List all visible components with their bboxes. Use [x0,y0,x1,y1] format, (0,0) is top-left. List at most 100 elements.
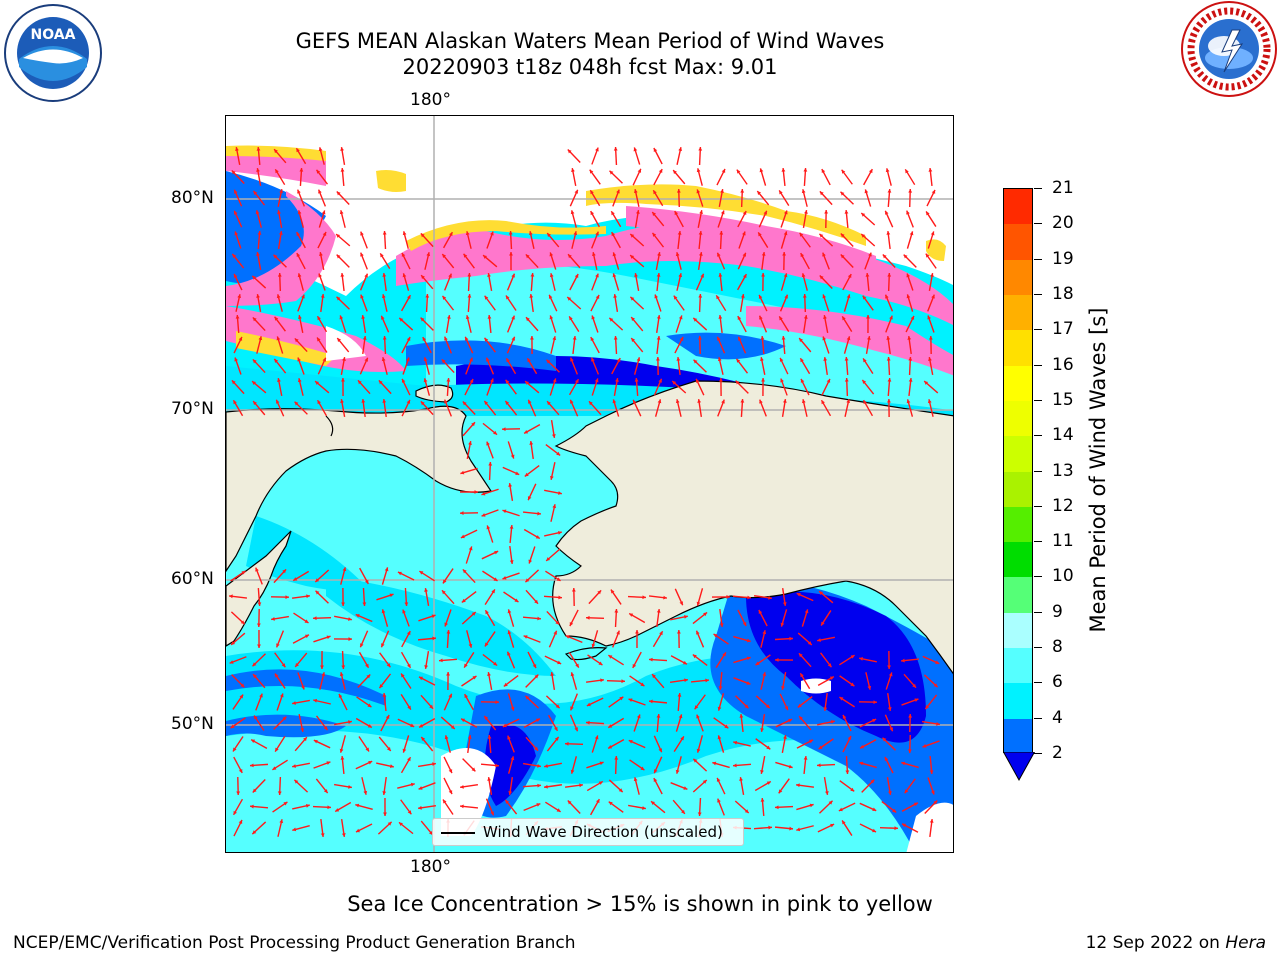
wave-direction-arrowhead [677,693,682,697]
wave-direction-arrowhead [315,578,320,583]
wave-direction-arrowhead [304,634,309,639]
wave-direction-arrowhead [486,525,491,530]
wave-direction-arrowhead [448,790,453,795]
wave-direction-arrowhead [336,191,341,196]
wave-direction-arrowhead [796,827,801,832]
wave-direction-arrowhead [468,546,473,551]
wave-direction-arrowhead [887,665,891,669]
wave-direction-arrowhead [399,317,404,322]
wave-direction-arrowhead [420,317,425,322]
wave-direction-arrowhead [652,232,657,237]
wave-direction-arrowhead [760,798,765,802]
wave-direction-arrowhead [555,620,560,625]
wave-direction-arrowhead [844,210,849,214]
colorbar-segment [1004,259,1032,295]
wave-direction-arrowhead [717,798,721,803]
wave-direction-arrowhead [755,661,760,666]
wave-direction-arrowhead [336,234,341,238]
colorbar-segment [1004,577,1032,613]
wave-direction-arrowhead [550,672,555,676]
wave-direction-arrowhead [544,764,548,768]
wave-direction-arrowhead [589,169,594,174]
wave-direction-arrowhead [525,381,530,385]
wave-direction-arrowhead [640,766,645,771]
wave-direction-arrowhead [446,315,451,319]
wave-direction-arrowhead [341,602,345,606]
wave-direction-arrowhead [653,147,658,152]
wave-direction-arrowhead [423,357,428,362]
wave-direction-arrowhead [317,400,321,405]
wave-direction-arrowhead [632,399,637,404]
wave-direction-arrowhead [719,231,724,235]
wave-direction-arrowhead [628,698,633,702]
wave-direction-arrowhead [507,609,512,614]
wave-direction-arrowhead [275,747,279,752]
legend-line-swatch [441,832,475,834]
wave-direction-arrowhead [429,704,434,709]
wave-direction-arrowhead [733,763,737,768]
colorbar-tick-label: 11 [1052,531,1074,552]
wave-direction-arrowhead [637,168,642,173]
wave-direction-arrowhead [720,189,724,193]
wave-direction-arrowhead [797,703,802,708]
wave-direction-arrowhead [887,707,892,711]
wave-direction-arrowhead [927,315,931,320]
wave-direction-arrowhead [380,253,384,258]
wave-direction-arrowhead [758,232,762,237]
wave-direction-arrowhead [313,616,317,621]
wave-direction-arrowhead [316,169,321,174]
wave-direction-arrowhead [505,295,510,300]
wave-direction-arrowhead [525,254,530,259]
wave-direction-arrowhead [682,660,687,665]
wave-direction-arrowhead [493,430,498,435]
wave-direction-arrowhead [274,673,279,678]
wave-direction-arrowhead [474,490,478,494]
wave-direction-arrowhead [326,635,331,640]
wave-direction-arrowhead [594,735,599,740]
wave-direction-arrowhead [683,786,688,790]
wave-direction-arrowhead [700,273,704,278]
wave-direction-arrowhead [630,233,635,238]
wave-direction-arrowhead [252,788,257,793]
wave-direction-arrowhead [592,252,596,257]
wave-direction-arrowhead [251,739,256,744]
wave-direction-arrowhead [652,674,656,679]
wave-direction-arrowhead [693,317,698,322]
colorbar-under-triangle [1003,752,1035,782]
wave-direction-arrowhead [425,294,430,298]
colorbar-tick-label: 16 [1052,354,1074,375]
wave-direction-arrowhead [823,357,828,361]
wave-direction-arrowhead [552,378,557,383]
wave-direction-arrowhead [236,791,241,795]
wave-direction-arrowhead [320,833,325,837]
wave-direction-arrowhead [527,358,531,363]
wave-direction-arrowhead [924,381,929,385]
wave-direction-arrowhead [713,633,718,638]
wave-direction-arrowhead [282,569,287,574]
wave-direction-arrowhead [297,273,302,278]
wave-direction-arrowhead [274,316,279,321]
wave-direction-arrowhead [719,623,724,627]
wave-direction-arrowhead [892,808,897,813]
wave-direction-arrowhead [442,799,447,804]
wave-direction-arrowhead [840,191,845,196]
wave-direction-arrowhead [886,357,891,361]
wave-direction-arrowhead [292,764,296,768]
wave-direction-arrowhead [863,400,867,405]
wave-direction-arrowhead [675,769,680,774]
wave-direction-arrowhead [303,737,307,742]
wave-direction-arrowhead [570,672,575,677]
wave-direction-arrowhead [782,399,787,403]
wave-direction-arrowhead [231,170,236,175]
wave-direction-arrowhead [610,589,615,594]
colorbar-tick [1034,753,1042,754]
colorbar-tick [1034,435,1042,437]
wave-direction-arrowhead [886,231,891,235]
nws-logo [1181,1,1277,97]
wave-direction-arrowhead [315,590,320,595]
wave-direction-arrowhead [507,651,511,656]
wave-direction-arrowhead [781,168,786,172]
wave-direction-arrowhead [783,231,788,236]
wave-direction-arrowhead [461,718,466,723]
wave-direction-arrowhead [759,168,764,173]
